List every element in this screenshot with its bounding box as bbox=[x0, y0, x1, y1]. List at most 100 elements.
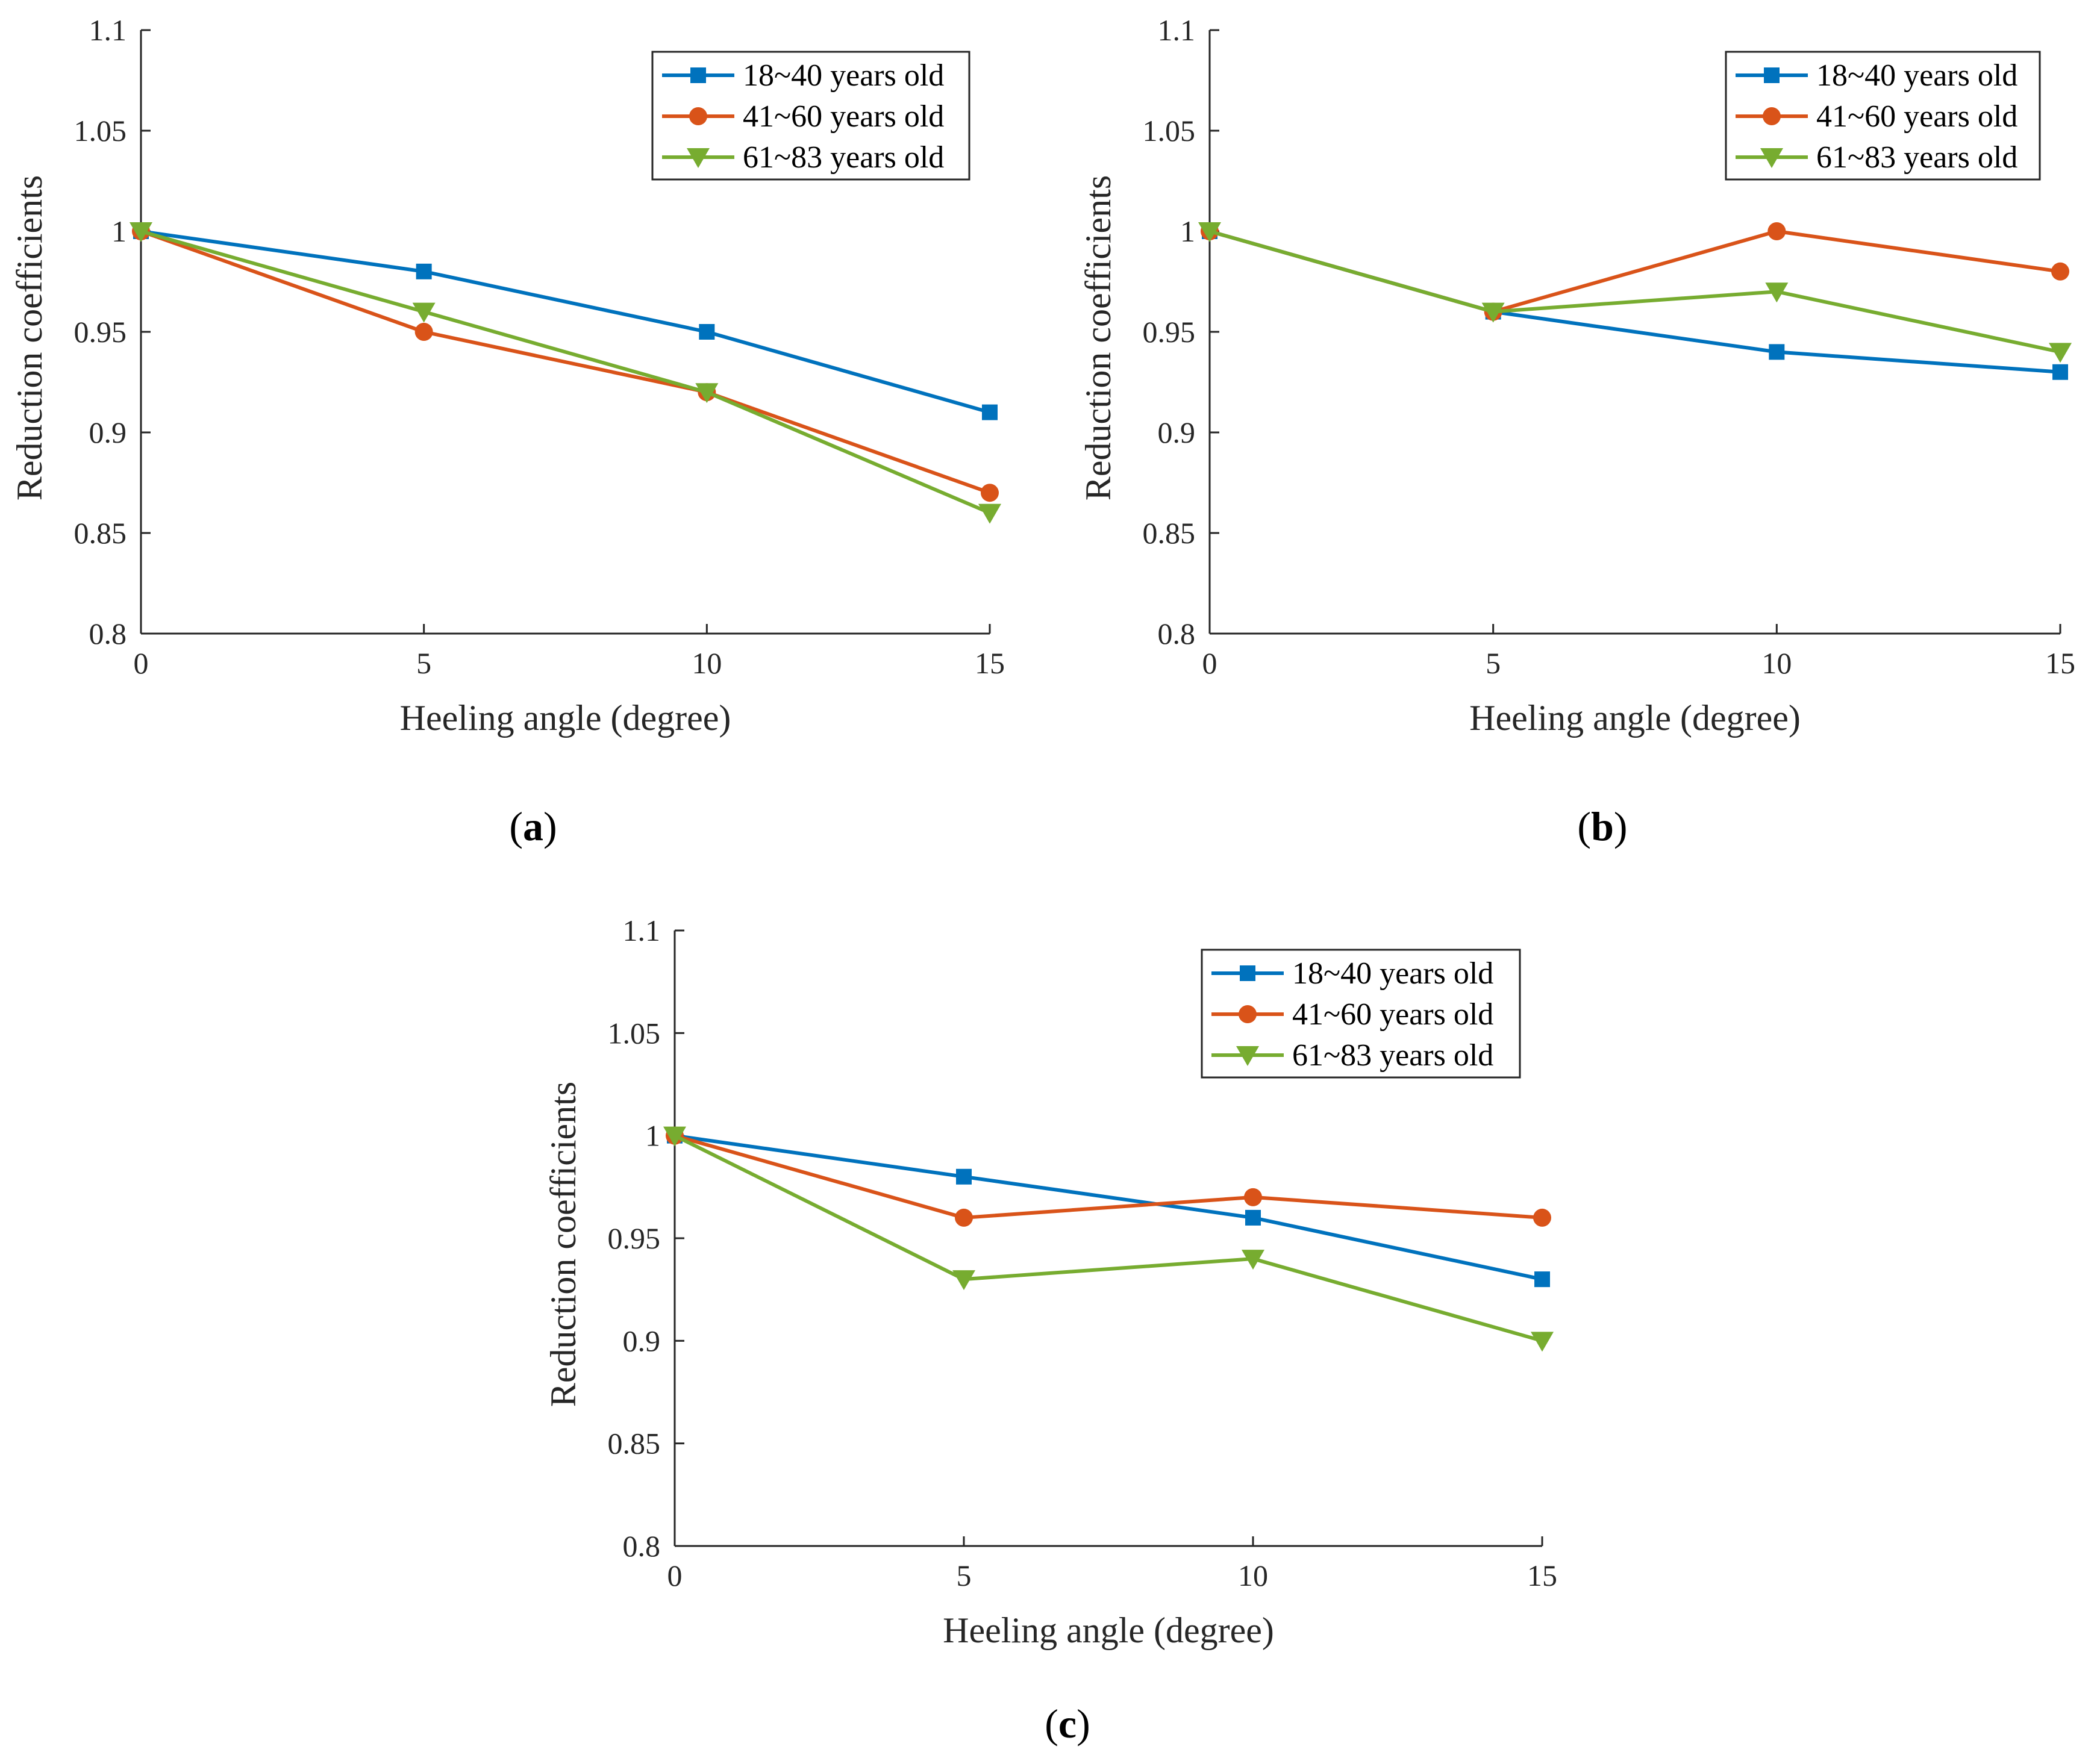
data-point bbox=[1533, 1208, 1551, 1227]
y-tick-label: 1.1 bbox=[89, 13, 127, 47]
data-point bbox=[978, 503, 1001, 524]
legend-marker-2 bbox=[1763, 107, 1781, 125]
data-point bbox=[1765, 282, 1789, 303]
legend-label-2: 41~60 years old bbox=[743, 99, 944, 134]
x-axis-title: Heeling angle (degree) bbox=[400, 698, 731, 738]
chart-panel-a: 0.8 0.85 0.9 0.95 1 1.05 1.1 0 5 10 15 Heeling angl… bbox=[10, 13, 1005, 849]
data-point bbox=[130, 222, 152, 242]
y-axis-title: Reduction coefficients bbox=[10, 175, 49, 500]
chart-panel-b: 0.8 0.85 0.9 0.95 1 1.05 1.1 0 5 10 15 Heeling angl… bbox=[1078, 13, 2075, 849]
data-point bbox=[952, 1270, 975, 1291]
series-line-3 bbox=[673, 1133, 1543, 1343]
y-tick-label: 1 bbox=[111, 214, 127, 248]
legend-marker-1 bbox=[690, 67, 706, 83]
x-tick-label: 5 bbox=[416, 646, 431, 680]
data-point bbox=[699, 324, 715, 340]
legend-label-3: 61~83 years old bbox=[743, 140, 944, 175]
panel-label: (c) bbox=[1045, 1701, 1090, 1747]
legend: 18~40 years old 41~60 years old 61~83 year… bbox=[1201, 949, 1521, 1079]
y-tick-label: 0.9 bbox=[623, 1324, 661, 1357]
x-axis-title: Heeling angle (degree) bbox=[1469, 698, 1801, 738]
data-point bbox=[981, 484, 999, 502]
legend-marker-3 bbox=[1236, 1046, 1259, 1066]
legend-marker-3 bbox=[687, 148, 710, 168]
data-point bbox=[982, 404, 998, 420]
y-tick-label: 1 bbox=[1180, 214, 1195, 248]
data-point bbox=[1245, 1209, 1261, 1226]
y-tick-label: 0.8 bbox=[1158, 617, 1196, 650]
panel-label: (b) bbox=[1577, 803, 1627, 849]
legend-marker-2 bbox=[1239, 1005, 1257, 1023]
legend-label-2: 41~60 years old bbox=[1816, 99, 2017, 134]
x-tick-label: 5 bbox=[1486, 646, 1501, 680]
y-tick-label: 0.8 bbox=[623, 1529, 661, 1563]
y-tick-label: 0.9 bbox=[89, 416, 127, 449]
y-tick-label: 0.95 bbox=[74, 315, 127, 349]
data-point bbox=[1531, 1332, 1554, 1352]
data-point bbox=[663, 1126, 686, 1147]
series-line-2 bbox=[1209, 229, 2061, 314]
legend-marker-1 bbox=[1764, 67, 1780, 83]
x-tick-label: 10 bbox=[1238, 1559, 1268, 1592]
x-tick-label: 0 bbox=[667, 1559, 683, 1592]
legend: 18~40 years old 41~60 years old 61~83 year… bbox=[651, 51, 970, 181]
data-point bbox=[412, 302, 436, 323]
panel-label: (a) bbox=[509, 803, 557, 849]
x-axis-title: Heeling angle (degree) bbox=[943, 1610, 1274, 1650]
x-tick-label: 0 bbox=[1202, 646, 1217, 680]
y-tick-label: 1.05 bbox=[1143, 114, 1196, 148]
y-tick-label: 1.05 bbox=[608, 1016, 661, 1050]
y-tick-label: 1.05 bbox=[74, 114, 127, 148]
series-line-1 bbox=[140, 229, 990, 414]
data-point bbox=[2052, 364, 2068, 380]
x-tick-label: 10 bbox=[1761, 646, 1792, 680]
y-tick-label: 0.95 bbox=[608, 1221, 661, 1255]
series-line-2 bbox=[140, 229, 991, 495]
legend-marker-3 bbox=[1760, 148, 1783, 168]
data-point bbox=[1481, 302, 1505, 323]
y-axis-title: Reduction coefficients bbox=[543, 1082, 583, 1407]
data-point bbox=[2049, 343, 2072, 363]
data-point bbox=[1244, 1188, 1262, 1206]
y-tick-label: 0.9 bbox=[1158, 416, 1196, 449]
series-line-3 bbox=[140, 229, 991, 515]
legend-label-1: 18~40 years old bbox=[743, 58, 944, 93]
y-tick-label: 0.85 bbox=[608, 1427, 661, 1460]
y-tick-label: 0.85 bbox=[74, 516, 127, 550]
y-axis-title: Reduction coefficients bbox=[1078, 175, 1118, 500]
series-line-3 bbox=[1209, 229, 2061, 354]
x-tick-label: 15 bbox=[975, 646, 1005, 680]
legend-label-3: 61~83 years old bbox=[1292, 1038, 1493, 1073]
data-point bbox=[1534, 1271, 1550, 1288]
data-point bbox=[2051, 262, 2069, 281]
x-tick-label: 15 bbox=[1527, 1559, 1557, 1592]
data-point bbox=[695, 383, 719, 404]
series-line-2 bbox=[674, 1133, 1543, 1220]
x-tick-label: 10 bbox=[692, 646, 722, 680]
legend-label-3: 61~83 years old bbox=[1816, 140, 2017, 175]
y-tick-label: 0.85 bbox=[1143, 516, 1196, 550]
data-point bbox=[1242, 1250, 1264, 1270]
legend-marker-2 bbox=[689, 107, 707, 125]
legend: 18~40 years old 41~60 years old 61~83 year… bbox=[1725, 51, 2041, 181]
x-tick-label: 15 bbox=[2045, 646, 2075, 680]
y-tick-label: 0.8 bbox=[89, 617, 127, 650]
legend-label-1: 18~40 years old bbox=[1816, 58, 2017, 93]
legend-label-2: 41~60 years old bbox=[1292, 997, 1493, 1032]
y-tick-label: 1.1 bbox=[623, 914, 661, 947]
data-point bbox=[414, 323, 433, 341]
x-tick-label: 5 bbox=[957, 1559, 972, 1592]
data-point bbox=[956, 1168, 972, 1185]
legend-label-1: 18~40 years old bbox=[1292, 956, 1493, 991]
data-point bbox=[955, 1208, 973, 1227]
x-tick-label: 0 bbox=[134, 646, 149, 680]
data-point bbox=[416, 263, 432, 279]
chart-panel-c: 0.8 0.85 0.9 0.95 1 1.05 1.1 0 5 10 15 Heeling angl… bbox=[543, 914, 1557, 1747]
data-point bbox=[1198, 222, 1221, 242]
y-tick-label: 1 bbox=[645, 1119, 660, 1153]
data-point bbox=[1767, 222, 1786, 240]
legend-marker-1 bbox=[1240, 965, 1255, 981]
data-point bbox=[1769, 344, 1785, 360]
y-tick-label: 1.1 bbox=[1158, 13, 1196, 47]
